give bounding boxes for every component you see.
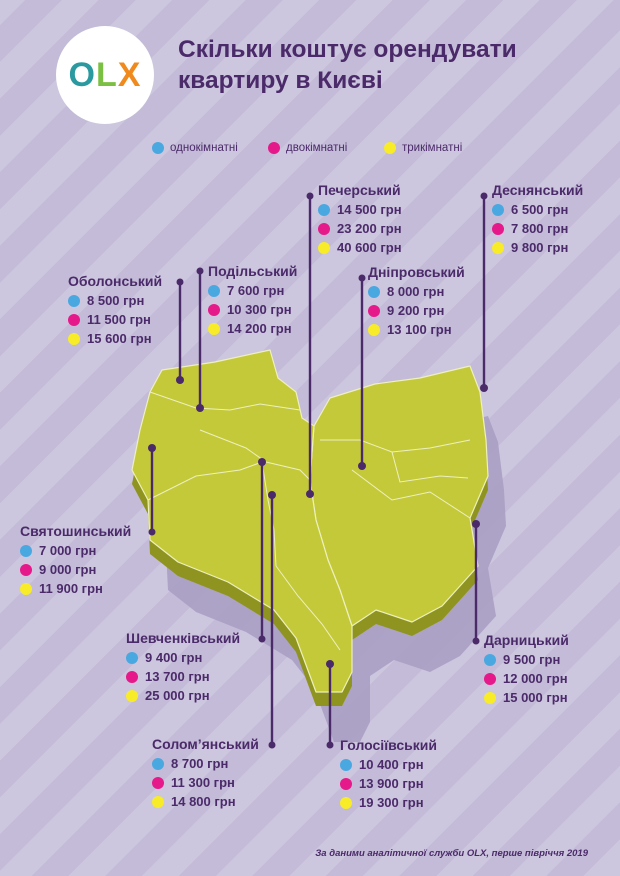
district-name: Дніпровський <box>368 264 465 280</box>
price-one-room: 8 000 грн <box>368 282 465 301</box>
district-label-darnytskyi: Дарницький 9 500 грн 12 000 грн 15 000 г… <box>484 632 569 707</box>
pink-dot-icon <box>340 777 352 790</box>
legend-item-two-room: двокімнатні <box>268 142 347 154</box>
price-two-room: 13 900 грн <box>340 774 437 793</box>
price-one-room: 9 500 грн <box>484 650 569 669</box>
yellow-dot-icon <box>20 582 32 595</box>
district-label-solomianskyi: Солом’янський 8 700 грн 11 300 грн 14 80… <box>152 736 259 811</box>
price-one-room: 8 500 грн <box>68 291 162 310</box>
pink-dot-icon <box>484 672 496 685</box>
price-two-room: 12 000 грн <box>484 669 569 688</box>
district-name: Дарницький <box>484 632 569 648</box>
price-two-room: 11 500 грн <box>68 310 162 329</box>
price-three-room: 14 800 грн <box>152 792 259 811</box>
district-borders <box>147 391 471 651</box>
blue-dot-icon <box>484 653 496 666</box>
price-three-room: 15 000 грн <box>484 688 569 707</box>
price-two-room: 23 200 грн <box>318 219 402 238</box>
olx-logo: OLX <box>56 26 154 124</box>
blue-dot-icon <box>20 544 32 557</box>
price-three-room: 19 300 грн <box>340 793 437 812</box>
price-two-room: 9 000 грн <box>20 560 131 579</box>
pink-dot-icon <box>268 142 280 154</box>
yellow-dot-icon <box>340 796 352 809</box>
district-label-sviatoshynskyi: Святошинський 7 000 грн 9 000 грн 11 900… <box>20 523 131 598</box>
pink-dot-icon <box>318 222 330 235</box>
price-three-room: 15 600 грн <box>68 329 162 348</box>
yellow-dot-icon <box>484 691 496 704</box>
pink-dot-icon <box>152 776 164 789</box>
price-three-room: 11 900 грн <box>20 579 131 598</box>
district-label-holosiivskyi: Голосіївський 10 400 грн 13 900 грн 19 3… <box>340 737 437 812</box>
yellow-dot-icon <box>492 241 504 254</box>
price-two-room: 10 300 грн <box>208 300 297 319</box>
price-one-room: 10 400 грн <box>340 755 437 774</box>
leader-dots <box>148 192 488 749</box>
pink-dot-icon <box>68 313 80 326</box>
blue-dot-icon <box>340 758 352 771</box>
price-one-room: 7 000 грн <box>20 541 131 560</box>
blue-dot-icon <box>126 651 138 664</box>
district-label-pecherskyi: Печерський 14 500 грн 23 200 грн 40 600 … <box>318 182 402 257</box>
legend-item-one-room: однокімнатні <box>152 142 238 154</box>
right-bank-shape <box>131 349 353 693</box>
district-name: Солом’янський <box>152 736 259 752</box>
blue-dot-icon <box>152 757 164 770</box>
pink-dot-icon <box>492 222 504 235</box>
yellow-dot-icon <box>368 323 380 336</box>
price-one-room: 8 700 грн <box>152 754 259 773</box>
district-name: Шевченківський <box>126 630 241 646</box>
district-name: Деснянський <box>492 182 584 198</box>
district-name: Оболонський <box>68 273 163 289</box>
district-label-desnianskyi: Деснянський 6 500 грн 7 800 грн 9 800 гр… <box>492 182 583 257</box>
price-three-room: 25 000 грн <box>126 686 240 705</box>
page-title: Скільки коштує орендувати квартиру в Киє… <box>178 34 598 96</box>
district-name: Святошинський <box>20 523 132 539</box>
yellow-dot-icon <box>384 142 396 154</box>
price-three-room: 14 200 грн <box>208 319 297 338</box>
pink-dot-icon <box>20 563 32 576</box>
price-three-room: 9 800 грн <box>492 238 583 257</box>
title-line-2: квартиру в Києві <box>178 67 383 94</box>
pink-dot-icon <box>368 304 380 317</box>
district-name: Голосіївський <box>340 737 438 753</box>
yellow-dot-icon <box>126 689 138 702</box>
blue-dot-icon <box>68 294 80 307</box>
legend: однокімнатні двокімнатні трикімнатні <box>0 142 620 158</box>
blue-dot-icon <box>208 284 220 297</box>
leader-lines <box>150 196 486 745</box>
olx-logo-text: OLX <box>68 55 142 94</box>
price-one-room: 9 400 грн <box>126 648 240 667</box>
price-two-room: 11 300 грн <box>152 773 259 792</box>
district-label-shevchenkivskyi: Шевченківський 9 400 грн 13 700 грн 25 0… <box>126 630 240 705</box>
district-label-obolonskyi: Оболонський 8 500 грн 11 500 грн 15 600 … <box>68 273 162 348</box>
title-line-1: Скільки коштує орендувати <box>178 36 517 63</box>
price-one-room: 6 500 грн <box>492 200 583 219</box>
price-three-room: 40 600 грн <box>318 238 402 257</box>
district-name: Печерський <box>318 182 401 198</box>
legend-item-three-room: трикімнатні <box>384 142 462 154</box>
yellow-dot-icon <box>318 241 330 254</box>
price-two-room: 7 800 грн <box>492 219 583 238</box>
district-label-podilskyi: Подільський 7 600 грн 10 300 грн 14 200 … <box>208 263 297 338</box>
map-surface <box>131 349 489 693</box>
blue-dot-icon <box>368 285 380 298</box>
yellow-dot-icon <box>208 322 220 335</box>
district-label-dniprovskyi: Дніпровський 8 000 грн 9 200 грн 13 100 … <box>368 264 465 339</box>
source-note: За даними аналітичної служби OLX, перше … <box>315 848 588 859</box>
blue-dot-icon <box>152 142 164 154</box>
price-three-room: 13 100 грн <box>368 320 465 339</box>
blue-dot-icon <box>492 203 504 216</box>
district-name: Подільський <box>208 263 298 279</box>
blue-dot-icon <box>318 203 330 216</box>
yellow-dot-icon <box>152 795 164 808</box>
pink-dot-icon <box>208 303 220 316</box>
price-two-room: 9 200 грн <box>368 301 465 320</box>
yellow-dot-icon <box>68 332 80 345</box>
price-one-room: 14 500 грн <box>318 200 402 219</box>
price-two-room: 13 700 грн <box>126 667 240 686</box>
price-one-room: 7 600 грн <box>208 281 297 300</box>
pink-dot-icon <box>126 670 138 683</box>
